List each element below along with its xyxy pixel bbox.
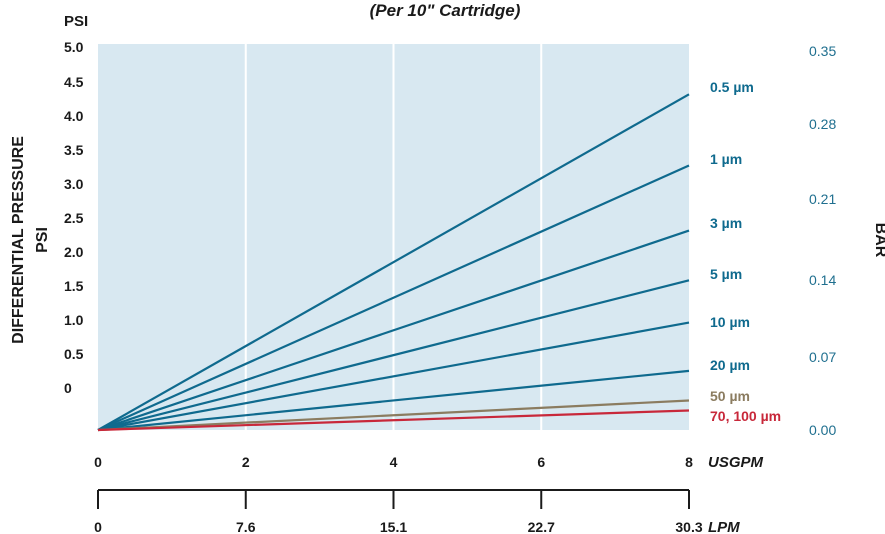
x-tick-label: 8 (685, 454, 693, 470)
series-line (97, 93, 690, 431)
x2-axis-unit: LPM (708, 519, 740, 534)
series-line (97, 229, 690, 432)
grid-lines (244, 44, 543, 430)
y-tick-label: 2.5 (64, 210, 84, 226)
series-label: 20 µm (710, 357, 750, 373)
series-line (97, 321, 690, 432)
x2-tick-label: 7.6 (236, 519, 256, 534)
y2-tick-label: 0.07 (809, 349, 836, 365)
y-tick-label: 2.0 (64, 244, 84, 260)
x-axis-unit: USGPM (708, 454, 764, 471)
y-tick-label: 3.5 (64, 142, 84, 158)
y2-tick-label: 0.00 (809, 422, 836, 438)
y-tick-label: 1.5 (64, 278, 84, 294)
x-tick-label: 6 (537, 454, 545, 470)
x2-tick-label: 22.7 (528, 519, 555, 534)
y-axis-subtitle: PSI (34, 227, 51, 253)
series-label: 70, 100 µm (710, 408, 781, 424)
y2-tick-label: 0.21 (809, 191, 836, 207)
y-tick-label: 5.0 (64, 39, 84, 55)
y2-tick-label: 0.35 (809, 43, 836, 59)
y-tick-label: 3.0 (64, 176, 84, 192)
series-line (97, 409, 690, 432)
y-tick-label: 0.5 (64, 346, 84, 362)
y-axis-unit-top: PSI (64, 13, 88, 30)
series-label: 1 µm (710, 151, 742, 167)
series-label: 50 µm (710, 388, 750, 404)
series-line (97, 369, 690, 432)
series-line (97, 164, 690, 432)
y-axis-title: DIFFERENTIAL PRESSURE (10, 136, 27, 344)
x-tick-label: 4 (390, 454, 398, 470)
y2-axis-title: BAR (872, 223, 885, 258)
lpm-axis: 0 7.6 15.1 22.7 30.3 (94, 489, 703, 534)
series-label: 10 µm (710, 314, 750, 330)
series-label: 3 µm (710, 215, 742, 231)
x2-tick-label: 15.1 (380, 519, 407, 534)
series-line (97, 279, 690, 432)
x2-tick-label: 30.3 (675, 519, 702, 534)
x-tick-label: 2 (242, 454, 250, 470)
chart-subtitle: (Per 10" Cartridge) (370, 1, 521, 20)
y-tick-label: 0 (64, 380, 72, 396)
y2-tick-label: 0.14 (809, 272, 836, 288)
series-line (97, 399, 690, 432)
y-tick-label: 4.5 (64, 74, 84, 90)
y2-tick-labels: 0.35 0.28 0.21 0.14 0.07 0.00 (809, 43, 836, 438)
series-label: 5 µm (710, 266, 742, 282)
y2-tick-label: 0.28 (809, 116, 836, 132)
series-group: 0.5 µm 1 µm 3 µm 5 µm 10 µm 20 µm 50 µm 70, 100… (97, 79, 781, 432)
y-tick-label: 4.0 (64, 108, 84, 124)
series-label: 0.5 µm (710, 79, 754, 95)
x-tick-labels: 0 2 4 6 8 (94, 454, 693, 470)
y-tick-labels: 5.0 4.5 4.0 3.5 3.0 2.5 2.0 1.5 1.0 0.5 0 (64, 39, 84, 396)
x-tick-label: 0 (94, 454, 102, 470)
x2-tick-label: 0 (94, 519, 102, 534)
y-tick-label: 1.0 (64, 312, 84, 328)
